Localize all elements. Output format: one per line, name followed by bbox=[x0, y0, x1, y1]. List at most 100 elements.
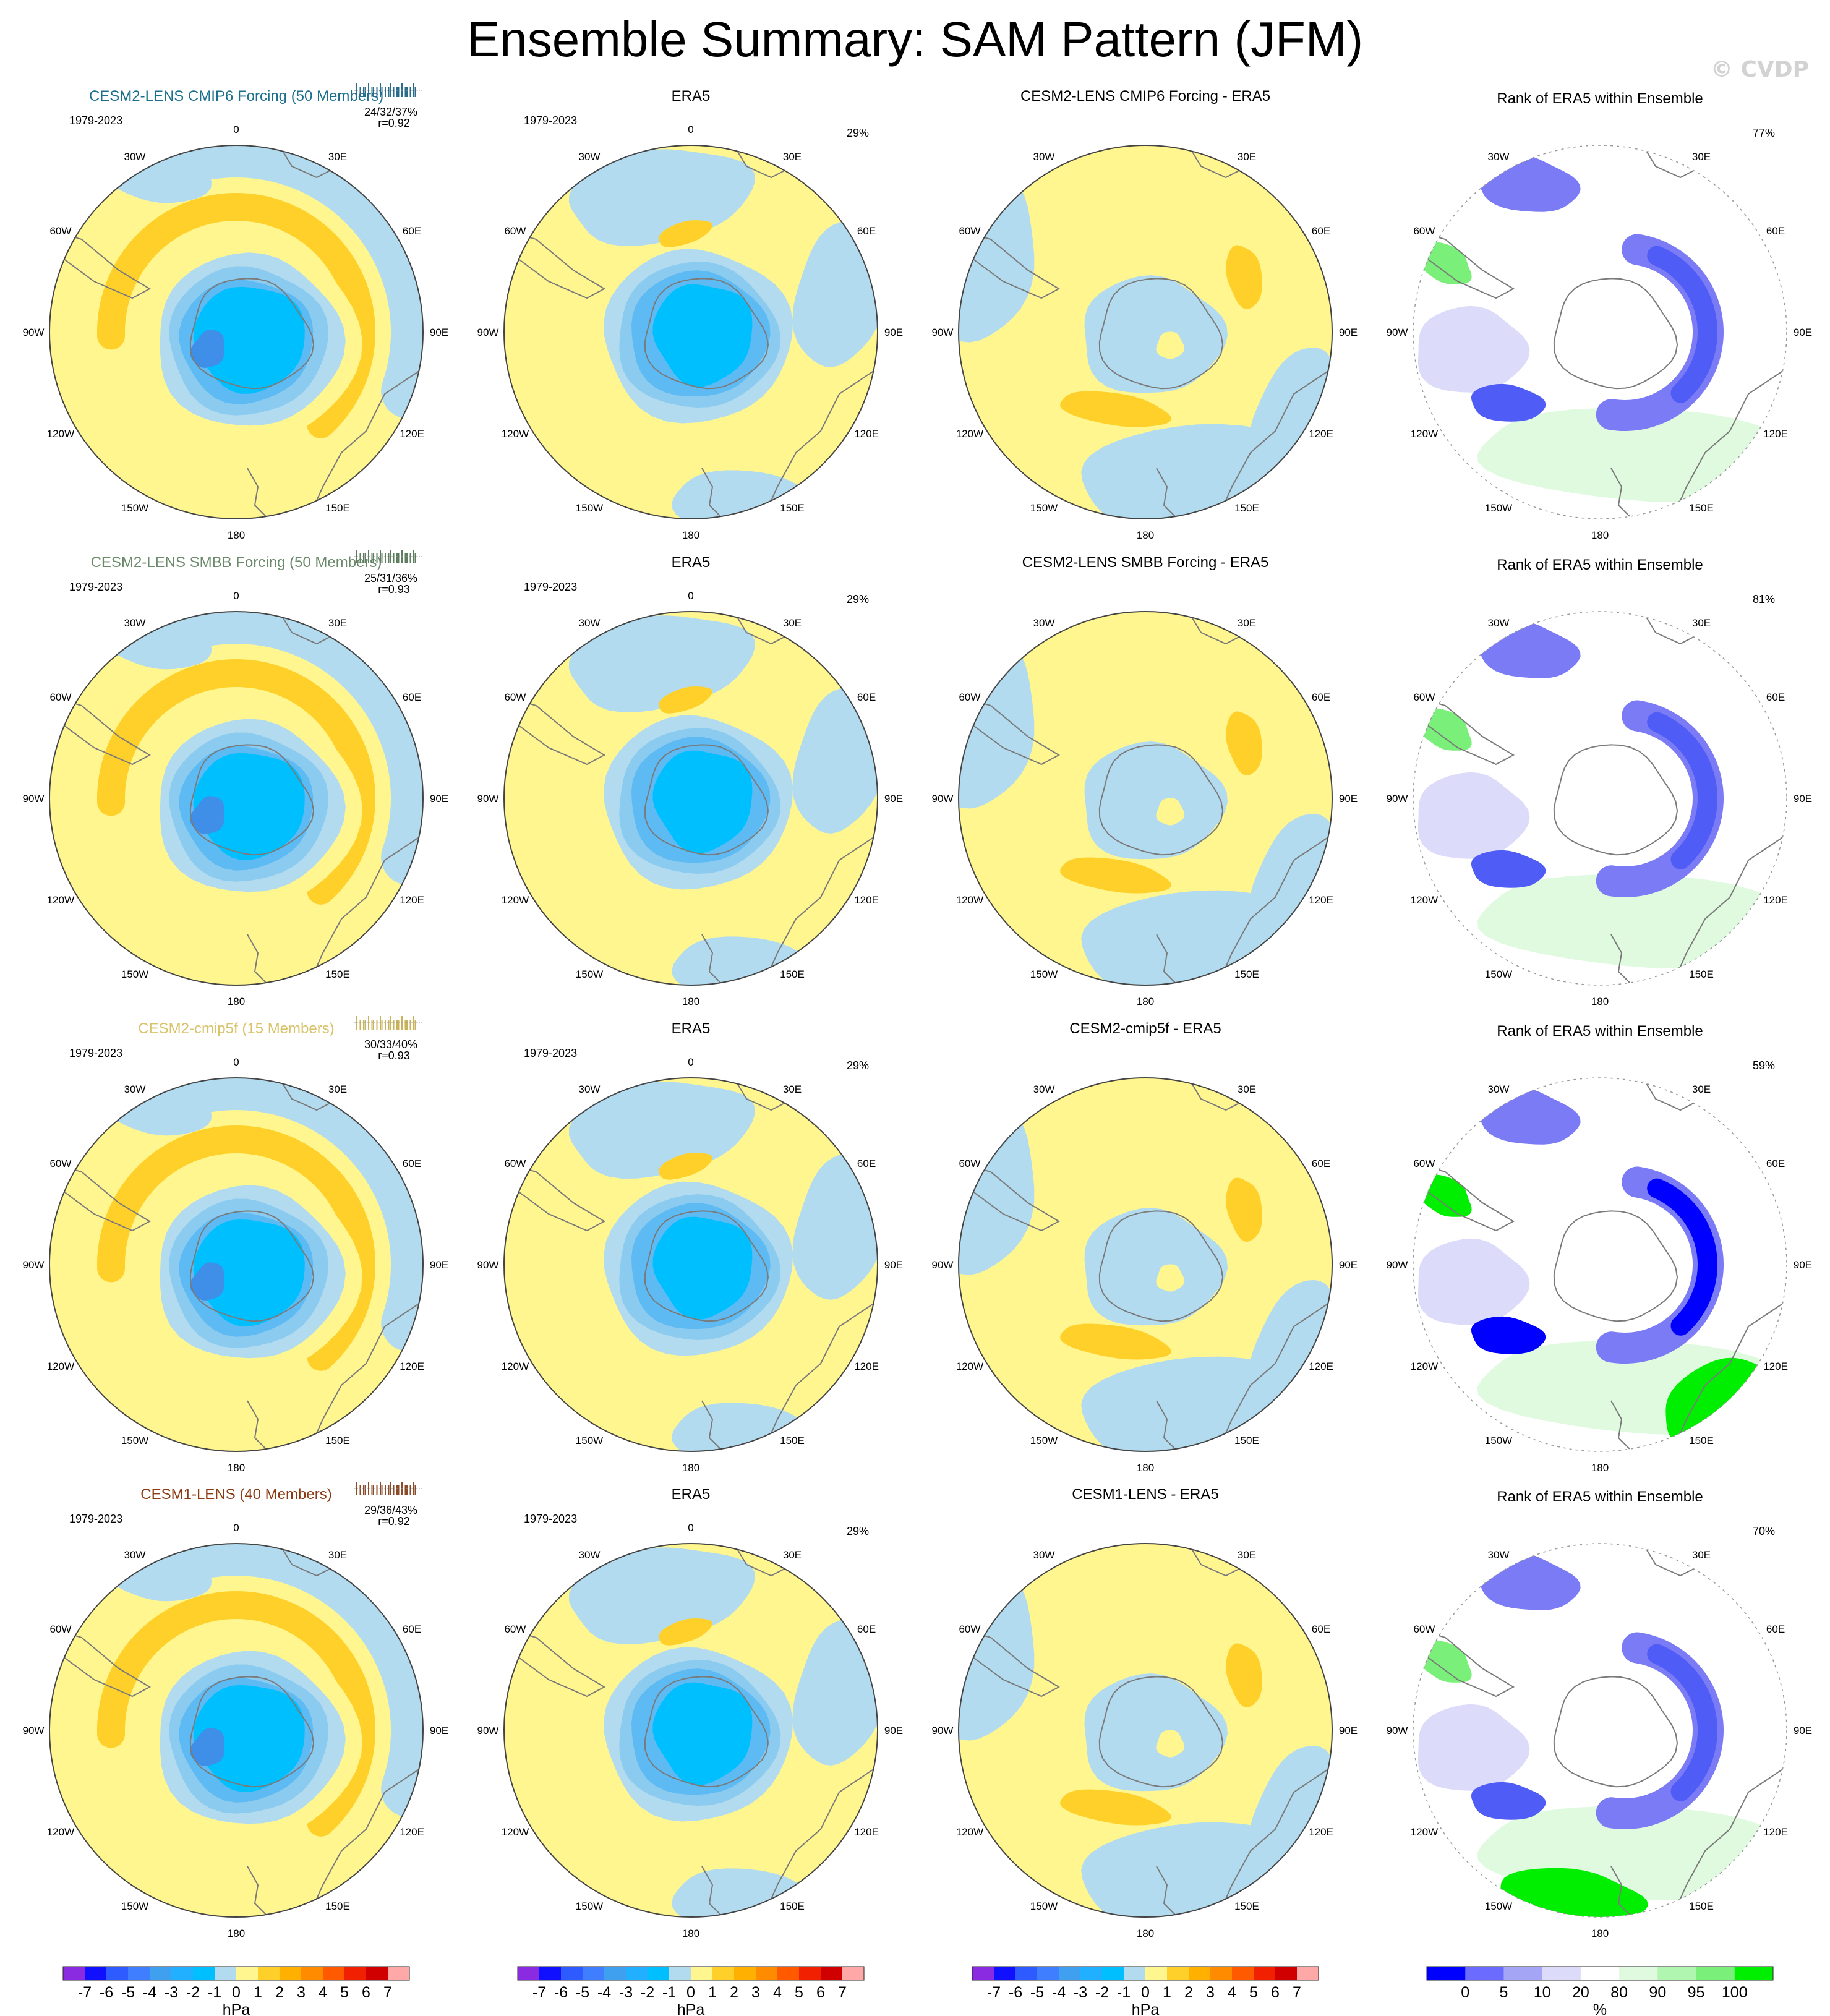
lon-label: 30W bbox=[579, 617, 601, 629]
lon-label: 120W bbox=[502, 894, 529, 906]
lon-label: 150W bbox=[1485, 968, 1512, 980]
lon-label: 90W bbox=[932, 327, 954, 338]
colorbar-swatch bbox=[366, 1967, 388, 1980]
lon-label: 90E bbox=[1339, 793, 1358, 805]
polar-low-core bbox=[652, 1682, 753, 1785]
pacific-diff bbox=[1081, 424, 1332, 519]
lon-label: 30E bbox=[1692, 617, 1711, 629]
lon-label: 90W bbox=[1387, 327, 1408, 338]
low-core bbox=[193, 1685, 305, 1792]
rank-panel: 30E 60E 90E 120E 150E 180 150W 120W 90W 60W 30W bbox=[1387, 1543, 1812, 1939]
lon-label: 90E bbox=[430, 1725, 448, 1736]
colorbar-tick-label: -2 bbox=[641, 1984, 654, 2001]
colorbar-tick-label: 6 bbox=[1271, 1984, 1280, 2001]
colorbar-tick-label: 0 bbox=[686, 1984, 695, 2001]
australia-outline bbox=[764, 835, 877, 981]
lon-label: 150W bbox=[576, 968, 603, 980]
map-border bbox=[1413, 145, 1787, 519]
colorbar-tick-label: 1 bbox=[254, 1984, 262, 2001]
contour-field bbox=[959, 1544, 1332, 1917]
lon-label: 90W bbox=[1387, 1725, 1408, 1736]
colorbar-tick-label: -6 bbox=[100, 1984, 113, 2001]
colorbar-tick-label: 7 bbox=[838, 1984, 847, 2001]
colorbar-swatch bbox=[193, 1967, 215, 1980]
pacific-low bbox=[672, 470, 822, 519]
lon-label: 120E bbox=[1309, 1360, 1333, 1372]
antarctica-outline bbox=[1098, 744, 1224, 856]
lon-label: 60W bbox=[504, 691, 526, 703]
lon-label: 120E bbox=[400, 428, 424, 440]
colorbar-tick-label: 0 bbox=[1461, 1984, 1469, 2001]
antarctica-outline bbox=[1553, 1676, 1678, 1788]
variance-pct: 29% bbox=[847, 1525, 869, 1537]
orange-high bbox=[659, 1618, 712, 1646]
lon-label: 120E bbox=[400, 1826, 424, 1838]
antarctica-outline bbox=[1098, 1676, 1224, 1788]
member-strip bbox=[354, 83, 424, 97]
colorbar-swatch bbox=[756, 1967, 778, 1980]
lon-label: 60E bbox=[1312, 1623, 1330, 1635]
lon-label: 150W bbox=[1030, 1900, 1058, 1912]
map-border bbox=[503, 611, 878, 986]
lon-label: 120E bbox=[1763, 1360, 1788, 1372]
spread-stats: 24/32/37% bbox=[364, 106, 417, 118]
lon-label: 0 bbox=[233, 1522, 239, 1534]
south-america-outline bbox=[1419, 1165, 1515, 1232]
lon-label: 30W bbox=[1488, 617, 1510, 629]
lon-label: 150E bbox=[325, 968, 350, 980]
colorbar-tick-label: -4 bbox=[1052, 1984, 1066, 2001]
obs-title: ERA5 bbox=[672, 1020, 711, 1037]
rank-pct: 70% bbox=[1753, 1525, 1775, 1537]
new-zealand-outline bbox=[247, 934, 267, 983]
lon-label: 60E bbox=[1766, 225, 1785, 237]
map-border bbox=[49, 611, 424, 986]
new-zealand-outline bbox=[1156, 1866, 1176, 1915]
lon-label: 150E bbox=[325, 502, 350, 514]
colorbar-tick-label: 3 bbox=[751, 1984, 760, 2001]
lon-label: 150W bbox=[576, 502, 603, 514]
lon-label: 60W bbox=[1413, 1623, 1435, 1635]
lon-label: 60E bbox=[857, 691, 876, 703]
colorbar-tick-label: 10 bbox=[1534, 1984, 1551, 2001]
australia-outline bbox=[310, 1767, 422, 1913]
lon-label: 30W bbox=[124, 151, 146, 163]
map-border bbox=[49, 1077, 424, 1452]
orange-diff-south bbox=[1060, 1789, 1171, 1826]
colorbar-tick-label: 4 bbox=[1228, 1984, 1236, 2001]
rank-south-core bbox=[1471, 1782, 1546, 1820]
pattern-correlation: r=0.93 bbox=[378, 583, 410, 596]
colorbar-swatch bbox=[106, 1967, 129, 1980]
lon-label: 150W bbox=[121, 1900, 148, 1912]
lon-label: 30W bbox=[1488, 1549, 1510, 1561]
model-title: CESM2-cmip5f (15 Members) bbox=[138, 1020, 334, 1037]
lon-label: 150W bbox=[121, 502, 148, 514]
colorbar-tick-label: -3 bbox=[1074, 1984, 1087, 2001]
contour-field bbox=[504, 1078, 878, 1451]
lon-label: 120W bbox=[1411, 428, 1438, 440]
colorbar-tick-label: 2 bbox=[275, 1984, 284, 2001]
pattern-correlation: r=0.92 bbox=[378, 117, 410, 129]
lon-label: 180 bbox=[1137, 1462, 1154, 1474]
map-border bbox=[1413, 1077, 1787, 1452]
new-zealand-outline bbox=[1156, 1400, 1176, 1450]
lon-label: 150E bbox=[1234, 502, 1259, 514]
colorbar-tick-label: 5 bbox=[795, 1984, 803, 2001]
australia-outline bbox=[764, 1767, 877, 1913]
orange-diff-east bbox=[1226, 711, 1262, 775]
lon-label: 90E bbox=[884, 793, 903, 805]
rank-field bbox=[1413, 1078, 1787, 1451]
colorbar-swatch bbox=[583, 1967, 605, 1980]
orange-high bbox=[659, 1153, 712, 1180]
lon-label: 90W bbox=[1387, 793, 1408, 805]
lon-label: 0 bbox=[233, 1056, 239, 1068]
lon-label: 30E bbox=[1238, 617, 1256, 629]
spread-stats: 30/33/40% bbox=[364, 1038, 417, 1051]
map-border bbox=[1413, 611, 1787, 986]
lon-label: 120E bbox=[854, 894, 879, 906]
south-america-outline bbox=[55, 1165, 152, 1232]
lon-label: 150E bbox=[1689, 968, 1714, 980]
antarctica-outline bbox=[189, 1210, 315, 1322]
contour-field bbox=[49, 145, 423, 519]
rank-panel: 30E 60E 90E 120E 150E 180 150W 120W 90W 60W 30W bbox=[1387, 611, 1812, 1007]
